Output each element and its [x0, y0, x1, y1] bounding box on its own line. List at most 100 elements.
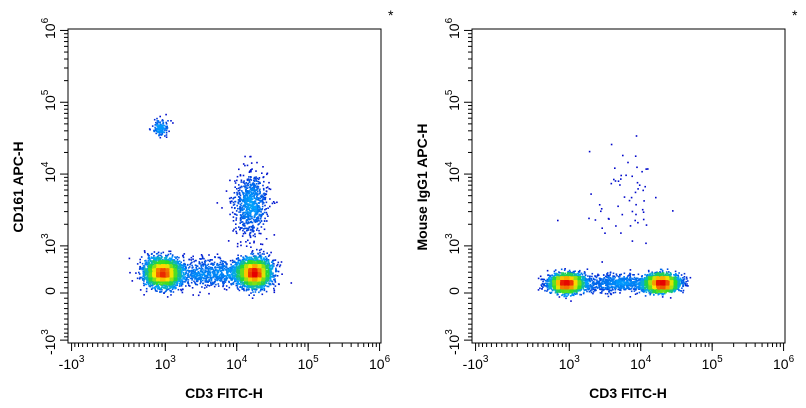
event-dot [229, 277, 231, 279]
event-dot [165, 266, 167, 268]
event-dot [151, 287, 154, 289]
event-dot [225, 267, 228, 269]
event-dot [156, 120, 158, 122]
event-dot [168, 250, 170, 253]
event-dot [253, 280, 256, 283]
event-dot [246, 229, 248, 232]
event-dot [139, 258, 141, 261]
event-dot [198, 262, 201, 265]
event-dot [248, 262, 251, 264]
event-dot [169, 280, 171, 283]
event-dot [261, 263, 264, 265]
event-dot [160, 262, 163, 264]
event-dot [264, 208, 266, 211]
event-dot [240, 272, 242, 274]
event-dot [246, 197, 248, 200]
event-dot [244, 185, 247, 187]
event-dot [270, 251, 272, 254]
event-dot [203, 274, 206, 276]
event-dot [246, 185, 248, 187]
event-dot [252, 258, 255, 261]
event-dot [248, 288, 250, 291]
event-dot [261, 273, 264, 276]
event-dot [191, 267, 193, 269]
event-dot [148, 265, 150, 267]
event-dot [251, 221, 254, 224]
event-dot [219, 257, 222, 260]
event-dot [237, 199, 240, 201]
event-dot [209, 268, 211, 270]
event-dot [252, 227, 254, 230]
event-dot [158, 260, 160, 263]
event-dot [142, 267, 145, 270]
event-dot [211, 266, 214, 269]
event-dot [253, 260, 256, 263]
event-dot [233, 203, 236, 206]
event-dot [242, 268, 244, 270]
event-dot [251, 182, 254, 185]
event-dot [211, 282, 214, 285]
event-dot [247, 277, 249, 279]
event-dot [239, 209, 242, 212]
event-dot [217, 266, 219, 269]
event-dot [259, 200, 262, 202]
event-dot [259, 284, 261, 287]
event-dot [233, 207, 236, 210]
event-dot [243, 288, 245, 291]
event-dot [238, 266, 240, 269]
event-dot [238, 273, 240, 275]
event-dot [262, 193, 265, 195]
event-dot [178, 279, 181, 281]
event-dot [136, 277, 139, 280]
event-dot [151, 257, 153, 259]
event-dot [247, 208, 250, 211]
event-dot [173, 265, 175, 267]
event-dot [162, 123, 164, 125]
event-dot [246, 164, 249, 167]
event-dot [241, 199, 244, 202]
event-dot [153, 260, 156, 263]
event-dot [271, 268, 274, 270]
event-dot [153, 255, 155, 257]
event-dot [177, 288, 180, 291]
event-dot [231, 200, 233, 202]
event-dot [165, 134, 168, 136]
event-dot [253, 240, 255, 243]
event-dot [248, 226, 250, 229]
event-dot [177, 278, 180, 281]
event-dot [203, 272, 205, 274]
event-dot [216, 274, 218, 276]
event-dot [254, 209, 257, 211]
event-dot [168, 277, 171, 280]
event-dot [153, 265, 156, 267]
event-dot [154, 264, 156, 266]
event-dot [156, 280, 159, 283]
event-dot [259, 221, 262, 224]
event-dot [261, 201, 263, 203]
event-dot [162, 120, 164, 122]
event-dot [213, 273, 215, 276]
event-dot [205, 286, 208, 288]
event-dot [221, 262, 224, 264]
event-dot [239, 198, 241, 200]
event-dot [261, 264, 263, 266]
event-dot [155, 265, 157, 268]
event-dot [129, 271, 131, 274]
event-dot [267, 275, 270, 278]
event-dot [243, 208, 246, 210]
event-dot [220, 273, 222, 275]
event-dot [158, 287, 160, 289]
event-dot [210, 276, 213, 279]
event-dot [185, 280, 187, 282]
event-dot [255, 217, 258, 219]
event-dot [213, 275, 216, 277]
event-dot [265, 211, 268, 214]
event-dot [245, 289, 248, 292]
event-dot [150, 260, 152, 263]
event-dot [148, 257, 151, 260]
event-dot [152, 280, 154, 283]
event-dot [236, 287, 239, 289]
event-dot [234, 196, 237, 199]
event-dot [157, 267, 159, 269]
event-dot [254, 177, 257, 180]
